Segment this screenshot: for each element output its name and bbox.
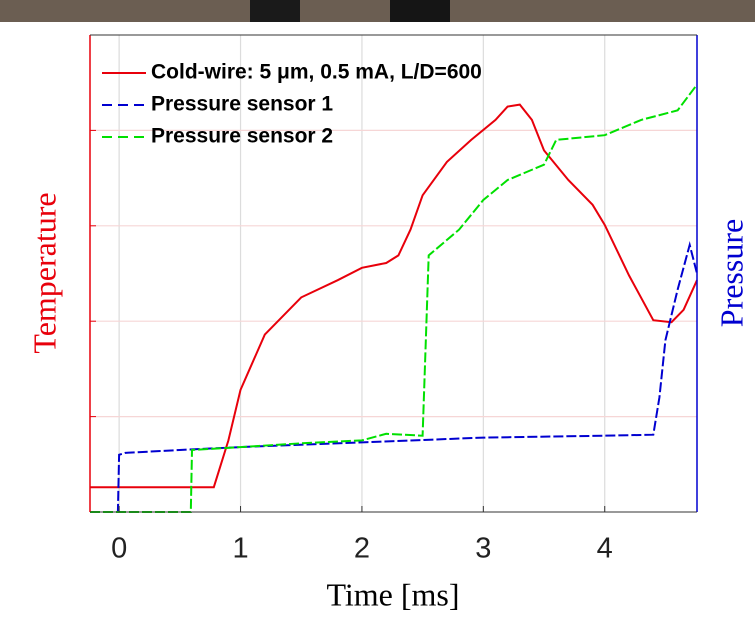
ticks: 0 1 2 3 4 (90, 129, 613, 565)
y-axis-label: Temperature (26, 192, 62, 353)
x-tick-label: 0 (111, 533, 127, 565)
x-tick-label: 3 (475, 533, 491, 565)
series-line (90, 83, 698, 513)
x-tick-label: 4 (597, 533, 613, 565)
y2-axis-label: Pressure (713, 219, 749, 327)
photo-strip (0, 0, 755, 22)
legend-label: Pressure sensor 1 (151, 93, 333, 116)
photo-detail (390, 0, 450, 22)
lines (90, 83, 698, 513)
x-tick-label: 2 (354, 533, 370, 565)
x-tick-label: 1 (232, 533, 248, 565)
photo-detail (250, 0, 300, 22)
x-axis-label: Time [ms] (326, 576, 459, 612)
series-line (90, 240, 698, 513)
grid (90, 35, 697, 512)
legend: Cold-wire: 5 μm, 0.5 mA, L/D=600 Pressure… (102, 61, 482, 148)
series-line (90, 103, 698, 489)
legend-label: Cold-wire: 5 μm, 0.5 mA, L/D=600 (151, 61, 482, 84)
legend-label: Pressure sensor 2 (151, 125, 333, 148)
plot-area (90, 35, 697, 512)
